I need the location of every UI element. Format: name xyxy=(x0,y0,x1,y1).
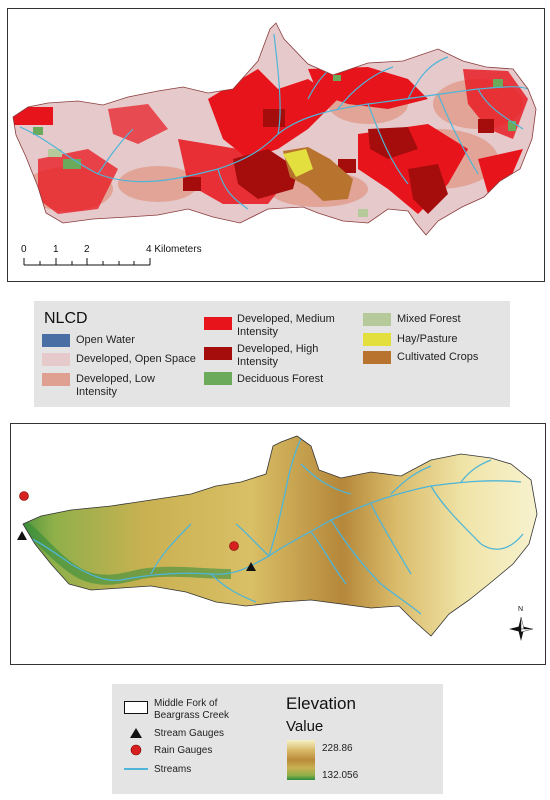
elevation-map-frame: N xyxy=(10,423,546,665)
scale-label-2: 2 xyxy=(84,244,90,255)
elevation-legend: Middle Fork of Beargrass Creek Stream Ga… xyxy=(112,684,443,794)
stream-gauge-central xyxy=(246,562,256,571)
developed-medium-intensity-swatch xyxy=(204,317,232,330)
high-intensity-patches xyxy=(183,109,494,214)
land-cover-watershed-outline xyxy=(12,22,537,236)
hay-pasture-label: Hay/Pasture xyxy=(397,333,458,345)
developed-high-intensity-swatch xyxy=(204,347,232,360)
elevation-title: Elevation xyxy=(286,694,356,713)
scale-label-0: 0 xyxy=(21,244,27,255)
elevation-color-ramp xyxy=(287,740,315,780)
mixed-forest-swatch xyxy=(363,313,391,326)
developed-medium-intensity-label: Developed, Medium Intensity xyxy=(237,313,335,338)
scale-label-1: 1 xyxy=(53,244,59,255)
watershed-label: Middle Fork of Beargrass Creek xyxy=(154,698,230,721)
developed-low-intensity-label: Developed, Low Intensity xyxy=(76,373,155,398)
elevation-map xyxy=(17,435,538,641)
open-water-label: Open Water xyxy=(76,334,135,346)
scale-label-4-km: 4 Kilometers xyxy=(146,244,202,255)
stream-gauge-west xyxy=(17,531,27,540)
watershed-swatch xyxy=(124,701,148,714)
deciduous-forest-swatch xyxy=(204,372,232,385)
land-cover-streams xyxy=(19,33,529,210)
land-cover-map xyxy=(12,22,537,266)
streams-label: Streams xyxy=(154,764,192,775)
elevation-streams xyxy=(24,438,524,615)
rain-gauges-label: Rain Gauges xyxy=(154,745,213,756)
rain-gauge-central xyxy=(229,541,239,551)
developed-open-space-label: Developed, Open Space xyxy=(76,353,196,365)
developed-high-intensity-label: Developed, High Intensity xyxy=(237,343,319,368)
open-water-swatch xyxy=(42,334,70,347)
nlcd-legend: NLCD Open Water Developed, Open Space De… xyxy=(34,301,510,407)
value-title: Value xyxy=(286,718,324,735)
cultivated-crops-label: Cultivated Crops xyxy=(397,351,479,363)
north-arrow-icon xyxy=(509,616,534,641)
rain-gauge-west xyxy=(19,491,29,501)
rain-gauge-legend-icon xyxy=(130,744,142,756)
pasture-crop-patches xyxy=(283,147,353,201)
nlcd-legend-title: NLCD xyxy=(44,310,88,327)
hay-pasture-swatch xyxy=(363,333,391,346)
cultivated-crops-swatch xyxy=(363,351,391,364)
mixed-forest-label: Mixed Forest xyxy=(397,313,461,325)
scale-bar xyxy=(23,258,151,266)
north-label: N xyxy=(518,606,524,613)
streams-legend-line xyxy=(124,768,148,770)
elevation-watershed-outline xyxy=(22,435,538,637)
developed-low-intensity-swatch xyxy=(42,373,70,386)
deciduous-forest-label: Deciduous Forest xyxy=(237,373,324,385)
stream-gauge-legend-icon xyxy=(130,728,142,738)
elevation-max-value: 228.86 xyxy=(322,743,353,754)
land-cover-map-frame: 0 1 2 4 Kilometers xyxy=(7,8,545,282)
mixed-forest-patches xyxy=(48,149,368,217)
stream-gauges-label: Stream Gauges xyxy=(154,728,225,739)
forest-patches xyxy=(33,75,516,169)
elevation-min-value: 132.056 xyxy=(322,770,359,781)
developed-open-space-swatch xyxy=(42,353,70,366)
